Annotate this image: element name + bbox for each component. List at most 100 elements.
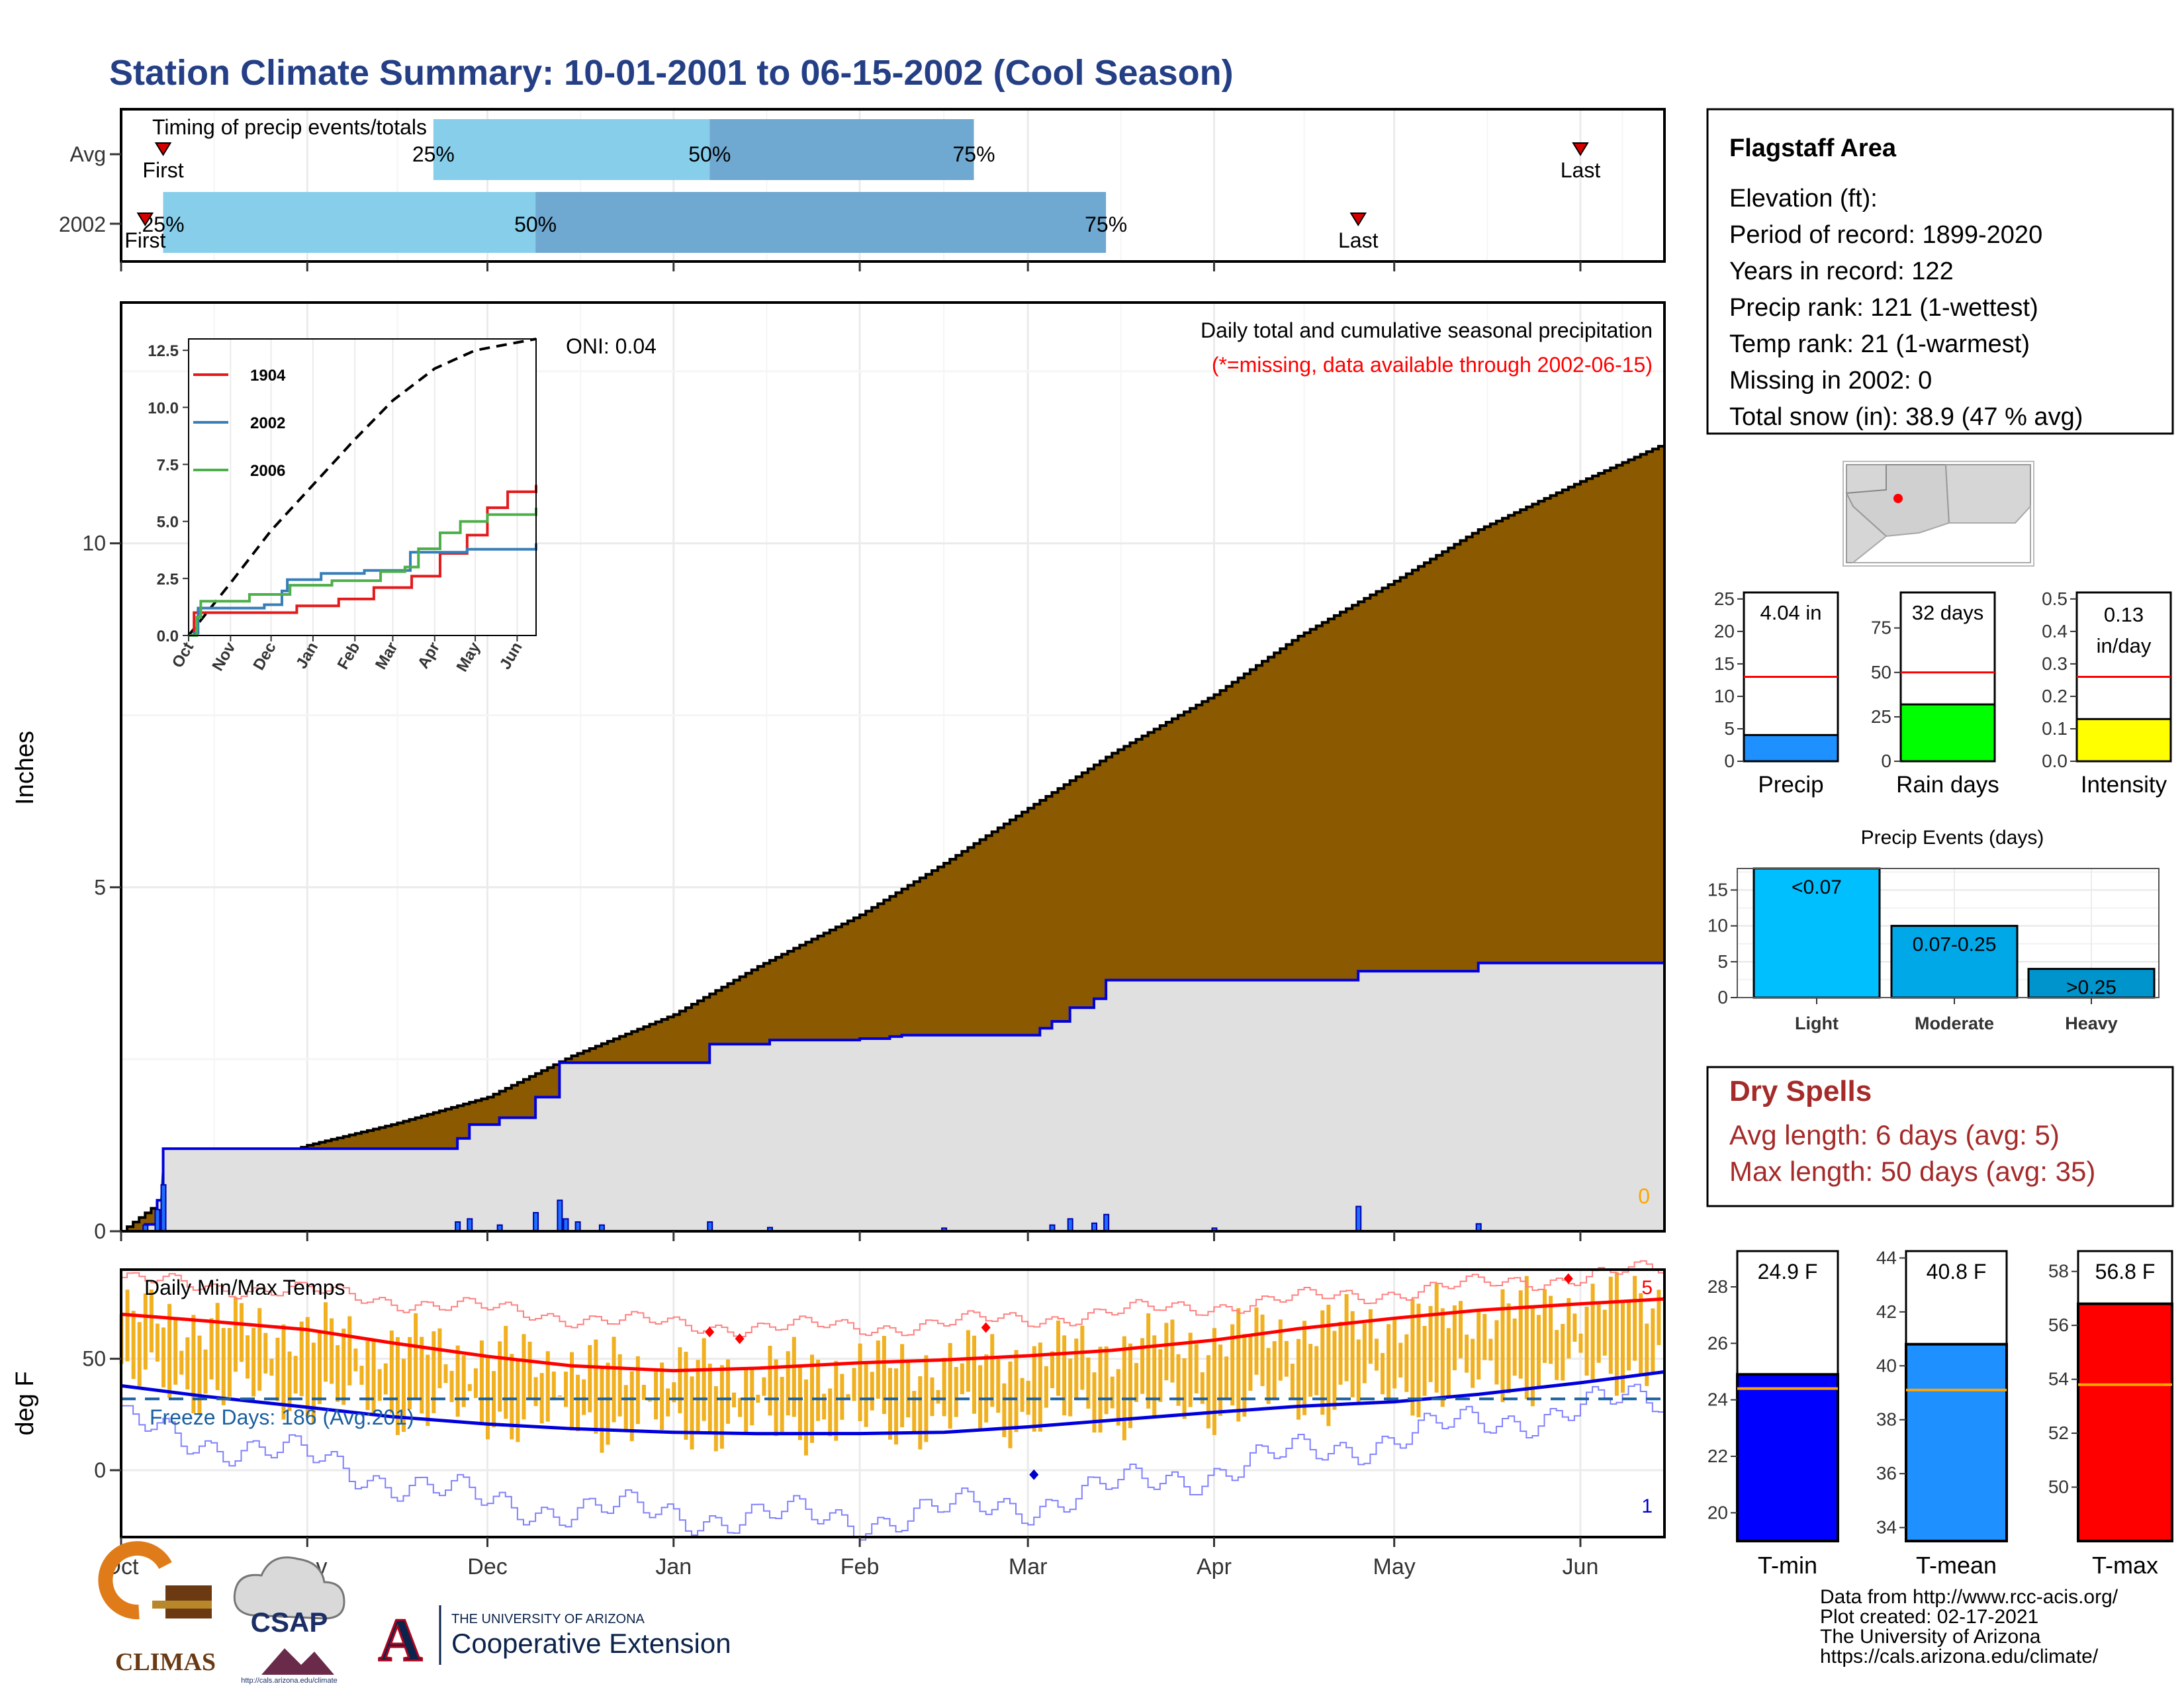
oni-label: ONI: 0.04 xyxy=(566,334,657,358)
inset-legend: 1904 2002 2006 xyxy=(193,367,286,480)
temp-day-bar xyxy=(1254,1307,1259,1375)
dry-spells-avg: Avg length: 6 days (avg: 5) xyxy=(1729,1119,2060,1150)
record-min-marker xyxy=(1029,1469,1039,1480)
temp-day-bar xyxy=(672,1382,676,1403)
timing-last-marker xyxy=(1349,212,1367,226)
season-summary-bars: 0 5 10 15 20 25 4.04 in Precip 0 25 50 75 32 days Rai… xyxy=(1714,588,2172,798)
temp-day-bar xyxy=(1248,1336,1253,1391)
inset-ytick-label: 2.5 xyxy=(157,571,179,588)
temp-day-bar xyxy=(1062,1335,1067,1416)
events-bar-label: >0.25 xyxy=(2066,977,2116,999)
timing-last-marker xyxy=(1572,142,1589,156)
temp-day-bar xyxy=(1038,1342,1042,1432)
inset-ytick-label: 5.0 xyxy=(157,514,179,532)
dry-spells-box: Dry Spells Avg length: 6 days (avg: 5) M… xyxy=(1706,1066,2174,1207)
temp-day-bar xyxy=(221,1328,226,1405)
temp-day-bar xyxy=(437,1328,442,1389)
precip-ylabel: Inches xyxy=(11,731,39,805)
temp-summary-ytick-label: 24 xyxy=(1707,1389,1728,1410)
temp-day-bar xyxy=(1020,1378,1024,1412)
temp-summary-ytick-label: 56 xyxy=(2048,1315,2069,1335)
temp-day-bar xyxy=(1356,1339,1361,1403)
temp-day-bar xyxy=(1218,1344,1223,1416)
temp-day-bar xyxy=(1602,1309,1607,1356)
mini-bar-ytick-label: 0.0 xyxy=(2042,751,2068,771)
temp-day-bar xyxy=(1422,1326,1427,1396)
temp-day-bar xyxy=(972,1335,976,1414)
temp-day-bar xyxy=(1584,1306,1589,1376)
temp-day-bar xyxy=(617,1354,622,1417)
temp-day-bar xyxy=(353,1348,358,1372)
temp-day-bar xyxy=(816,1360,821,1421)
temp-day-bar xyxy=(1561,1323,1565,1381)
temp-day-bar xyxy=(576,1374,580,1432)
temp-day-bar xyxy=(401,1358,406,1432)
temp-day-bar xyxy=(870,1372,874,1411)
timing-p75-label: 75% xyxy=(952,142,995,166)
mini-bar-ytick-label: 75 xyxy=(1871,618,1891,638)
events-frame xyxy=(1737,868,2160,998)
ua-block-a: A xyxy=(379,1606,422,1673)
temp-day-bar xyxy=(215,1303,220,1391)
inset-yticks: 0.0 2.5 5.0 7.5 10.0 12.5 xyxy=(148,342,189,645)
temp-day-bar xyxy=(623,1385,628,1432)
climas-logo-text: CLIMAS xyxy=(115,1648,216,1676)
temp-day-bar xyxy=(461,1355,466,1407)
mini-bar-category-label: Precip xyxy=(1758,772,1823,798)
temp-day-bar xyxy=(209,1318,214,1380)
temp-day-bar xyxy=(1194,1344,1199,1393)
temp-day-bar xyxy=(227,1328,232,1397)
mini-bar-ytick-label: 0 xyxy=(1724,751,1735,771)
temp-summary-bar xyxy=(1736,1373,1839,1542)
precip-ytick-label: 5 xyxy=(94,875,106,899)
temp-ylabel: deg F xyxy=(11,1371,39,1435)
avg-min-line xyxy=(120,1370,1665,1436)
temp-day-bar xyxy=(1014,1350,1019,1432)
mini-bar-ytick-label: 25 xyxy=(1871,706,1891,727)
mini-bar-value-label: 32 days xyxy=(1912,601,1984,624)
temp-day-bar xyxy=(588,1344,592,1413)
temp-day-bar xyxy=(1158,1349,1163,1402)
daily-precip-bar xyxy=(1067,1218,1073,1233)
events-bar-label: 0.07-0.25 xyxy=(1913,934,1997,956)
inset-normal-line xyxy=(187,338,537,637)
record-max-marker xyxy=(735,1333,745,1344)
temp-day-bar xyxy=(948,1342,952,1429)
record-max-marker xyxy=(705,1327,715,1338)
temp-day-bar xyxy=(1651,1308,1655,1372)
temp-day-bar xyxy=(1302,1321,1307,1415)
temp-day-bar xyxy=(1200,1372,1205,1404)
temp-summary-ytick-label: 54 xyxy=(2048,1369,2069,1389)
mini-bar-ytick-label: 0.5 xyxy=(2042,588,2068,609)
temp-day-bar xyxy=(1116,1369,1120,1426)
temp-day-bar xyxy=(1086,1357,1091,1409)
events-category-label: Heavy xyxy=(2065,1013,2118,1033)
climas-emblem-bar xyxy=(152,1601,212,1609)
timing-last-label: Last xyxy=(1561,158,1601,182)
mini-bar-ytick-label: 25 xyxy=(1714,588,1735,609)
temp-day-bar xyxy=(1266,1348,1271,1404)
ua-university-name: THE UNIVERSITY OF ARIZONA xyxy=(451,1612,645,1626)
credits: Data from http://www.rcc-acis.org/ Plot … xyxy=(1820,1586,2118,1667)
timing-bar-q2 xyxy=(163,192,536,253)
temp-day-bar xyxy=(299,1321,304,1397)
mini-bar-value-unit: in/day xyxy=(2097,634,2152,657)
temp-day-bar xyxy=(1308,1344,1313,1397)
inset-ytick-label: 10.0 xyxy=(148,399,179,417)
temp-day-bar xyxy=(1050,1351,1054,1389)
temp-day-bar xyxy=(1188,1333,1193,1407)
temp-day-bar xyxy=(563,1372,568,1407)
station-line: Precip rank: 121 (1-wettest) xyxy=(1729,294,2038,322)
temp-day-bar xyxy=(167,1303,172,1398)
station-location-marker xyxy=(1893,494,1903,503)
temp-day-bar xyxy=(1500,1289,1505,1403)
temp-day-bar xyxy=(894,1368,899,1445)
temp-day-bar xyxy=(1362,1323,1367,1383)
temp-day-bar xyxy=(1555,1330,1559,1380)
temp-day-bar xyxy=(768,1345,772,1416)
temp-day-bar xyxy=(1506,1303,1511,1393)
temp-day-bar xyxy=(1278,1319,1283,1381)
temp-panel-frame xyxy=(120,1268,1666,1538)
temp-day-bar xyxy=(641,1384,646,1400)
temp-day-bar xyxy=(719,1365,724,1449)
